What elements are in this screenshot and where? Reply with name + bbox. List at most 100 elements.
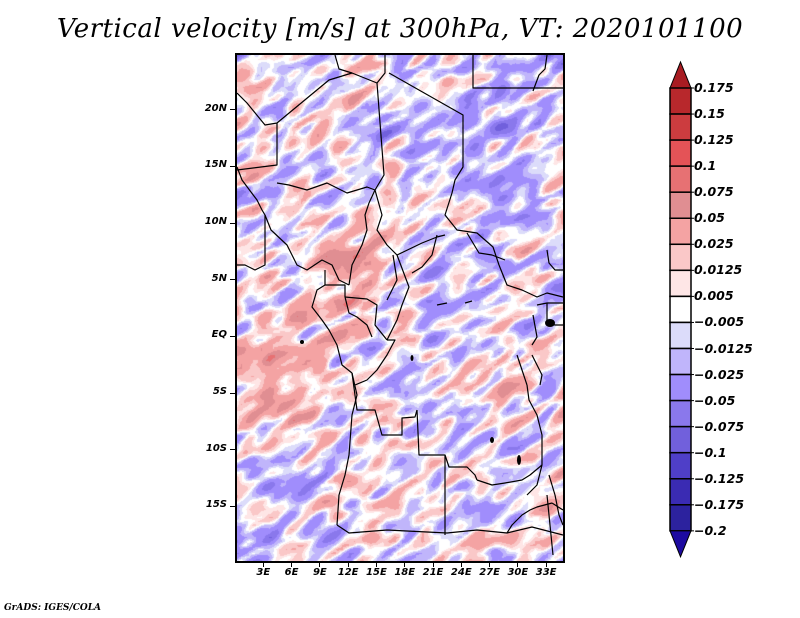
border-line [336,524,563,536]
border-line [374,189,446,256]
y-tick-label: 10S [205,442,227,454]
grads-credit: GrADS: IGES/COLA [4,603,102,613]
colorbar-label: 0.025 [694,236,734,252]
y-tick-label: 15S [205,499,227,511]
colorbar-swatch [669,399,692,428]
x-tick-label: 27E [479,567,500,578]
y-tick-mark [230,392,235,394]
colorbar-swatch [669,243,692,272]
x-tick-label: 9E [312,567,327,578]
x-tick-mark [375,563,377,567]
y-tick-label: 15N [204,159,227,171]
y-tick-mark [230,335,235,337]
colorbar-label: −0.005 [694,314,745,330]
border-line [526,384,543,465]
lake-marker [300,340,304,344]
lake-marker [410,355,414,361]
x-tick-label: 24E [450,567,472,578]
colorbar-label: −0.075 [694,418,745,434]
colorbar-bottom-arrow [669,530,692,559]
border-line [531,314,538,346]
colorbar-label: 0.15 [694,106,725,122]
colorbar-label: 0.125 [694,132,734,148]
colorbar-label: 0.005 [694,288,734,304]
border-line [336,372,358,526]
chart-title: Vertical velocity [m/s] at 300hPa, VT: 2… [56,14,744,44]
y-tick-label: 10N [204,216,227,227]
colorbar-label: 0.075 [694,184,734,200]
border-line [464,300,473,304]
colorbar-swatch [669,139,692,167]
x-tick-mark [319,563,321,567]
border-line [531,354,543,386]
colorbar-swatch [669,347,692,376]
border-line [334,55,353,74]
border-line [444,192,500,266]
border-line [237,55,386,126]
border-line [354,339,396,386]
x-tick-mark [347,563,349,567]
y-tick-mark [230,109,235,111]
colorbar-label: 0.175 [694,80,734,95]
border-line [548,474,563,526]
border-line [526,464,543,496]
x-tick-mark [432,563,434,567]
colorbar-swatch [669,295,692,324]
colorbar-label: −0.2 [694,522,727,538]
y-tick-mark [230,165,235,167]
border-line [506,502,553,534]
x-tick-label: 6E [284,567,299,578]
colorbar-swatch [669,113,692,141]
colorbar-swatch [669,373,692,402]
colorbar-label: 0.0125 [694,262,743,278]
lake-marker [490,437,494,443]
border-line [237,123,278,171]
border-line [546,249,563,271]
y-tick-mark [230,222,235,224]
x-tick-mark [489,563,491,567]
colorbar-label: 0.1 [694,158,717,174]
map-plot-area [235,53,565,563]
colorbar-swatch [669,321,692,350]
border-line [386,254,410,341]
x-tick-mark [404,563,406,567]
y-tick-mark [230,279,235,281]
border-line [237,166,266,216]
border-line [344,296,373,338]
y-tick-label: 5N [211,272,227,284]
border-line [472,55,563,89]
border-line [498,264,563,298]
vertical-velocity-field [237,55,563,561]
x-tick-mark [460,563,462,567]
border-line [344,296,388,341]
colorbar-swatch [669,504,692,532]
colorbar-label: −0.05 [694,392,736,408]
border-line [546,494,554,556]
border-line [348,202,370,286]
x-tick-label: 3E [256,567,271,578]
lake-marker [517,455,521,465]
border-line [476,464,543,486]
border-line [368,82,385,204]
x-tick-mark [517,563,519,567]
border-line [264,214,350,286]
border-line [351,372,418,436]
colorbar-label: −0.025 [694,366,745,382]
x-tick-mark [262,563,264,567]
border-line [436,302,448,306]
colorbar-swatch [669,217,692,246]
border-line [237,215,266,271]
y-tick-label: EQ [211,329,227,341]
border-line [466,232,506,261]
country-borders [237,55,563,556]
border-line [416,409,478,481]
colorbar-label: −0.1 [694,444,727,460]
colorbar-swatch [669,165,692,193]
border-line [311,284,353,374]
x-tick-label: 18E [394,567,416,578]
colorbar-swatch [669,425,692,454]
border-line [411,234,438,274]
colorbar-swatch [669,87,692,115]
x-tick-label: 12E [337,567,359,578]
